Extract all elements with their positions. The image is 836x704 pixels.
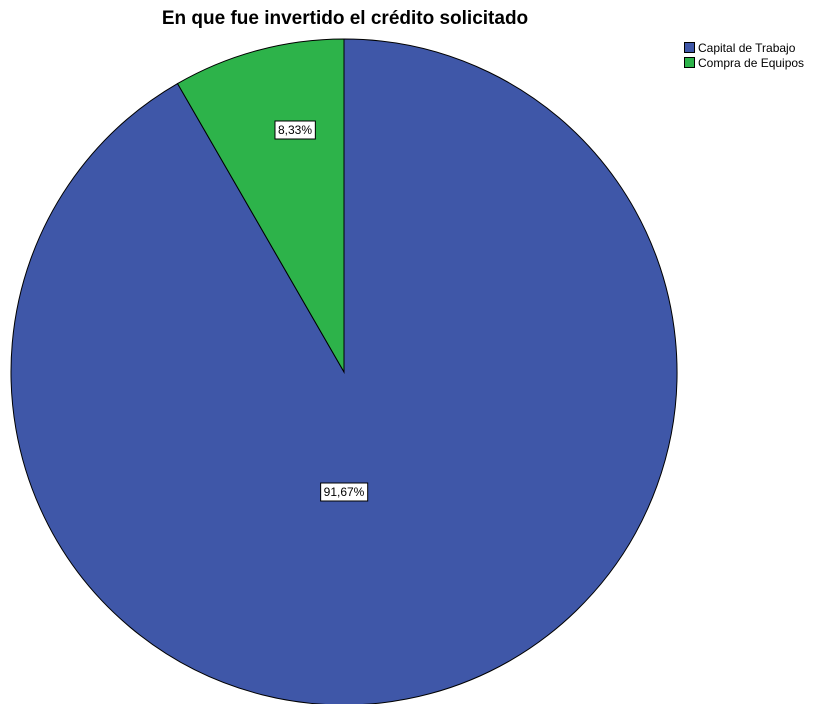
data-label-text: 8,33% xyxy=(278,123,312,137)
data-label-box xyxy=(274,120,316,140)
legend-item-capital-de-trabajo: Capital de Trabajo xyxy=(684,40,804,55)
chart-title: En que fue invertido el crédito solicita… xyxy=(161,8,529,29)
data-label: 91,67% xyxy=(320,482,369,502)
legend: Capital de Trabajo Compra de Equipos xyxy=(684,40,804,70)
legend-label: Compra de Equipos xyxy=(698,55,805,70)
legend-item-compra-de-equipos: Compra de Equipos xyxy=(684,55,804,70)
pie-slice-capital-de-trabajo xyxy=(10,38,678,704)
legend-swatch xyxy=(684,57,695,68)
data-label-box xyxy=(320,482,369,502)
legend-label: Capital de Trabajo xyxy=(698,40,796,55)
data-label: 8,33% xyxy=(274,120,316,140)
data-label-text: 91,67% xyxy=(324,485,365,499)
legend-swatch xyxy=(684,42,695,53)
